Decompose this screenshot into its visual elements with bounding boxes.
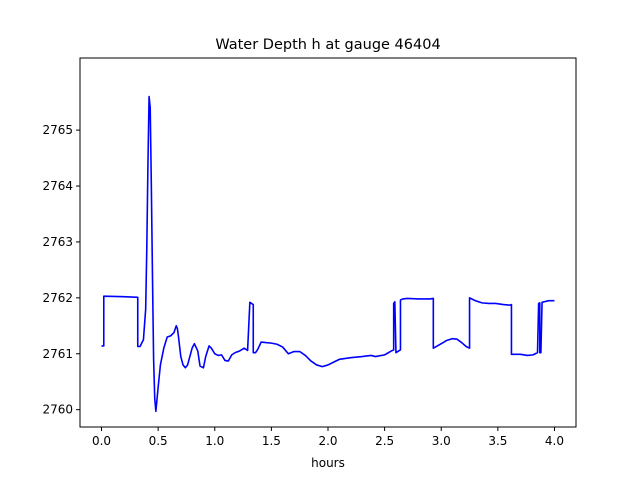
x-tick-label: 4.0 bbox=[545, 434, 564, 448]
x-tick-label: 1.0 bbox=[205, 434, 224, 448]
x-axis: 0.0 0.5 1.0 1.5 2.0 2.5 3.0 3.5 4.0 bbox=[92, 427, 564, 448]
x-tick-label: 1.5 bbox=[262, 434, 281, 448]
y-axis: 2760 2761 2762 2763 2764 2765 bbox=[42, 123, 80, 417]
y-tick-label: 2764 bbox=[42, 179, 73, 193]
x-tick-label: 0.0 bbox=[92, 434, 111, 448]
x-tick-label: 3.5 bbox=[488, 434, 507, 448]
y-tick-label: 2762 bbox=[42, 291, 73, 305]
series-line-0 bbox=[101, 95, 555, 413]
series-layer bbox=[101, 95, 555, 413]
x-tick-label: 2.5 bbox=[375, 434, 394, 448]
y-tick-label: 2765 bbox=[42, 123, 73, 137]
x-tick-label: 2.0 bbox=[318, 434, 337, 448]
y-tick-label: 2763 bbox=[42, 235, 73, 249]
y-tick-label: 2760 bbox=[42, 403, 73, 417]
x-axis-label: hours bbox=[311, 456, 345, 470]
x-tick-label: 0.5 bbox=[149, 434, 168, 448]
chart-title: Water Depth h at gauge 46404 bbox=[215, 37, 440, 53]
y-tick-label: 2761 bbox=[42, 347, 73, 361]
x-tick-label: 3.0 bbox=[432, 434, 451, 448]
